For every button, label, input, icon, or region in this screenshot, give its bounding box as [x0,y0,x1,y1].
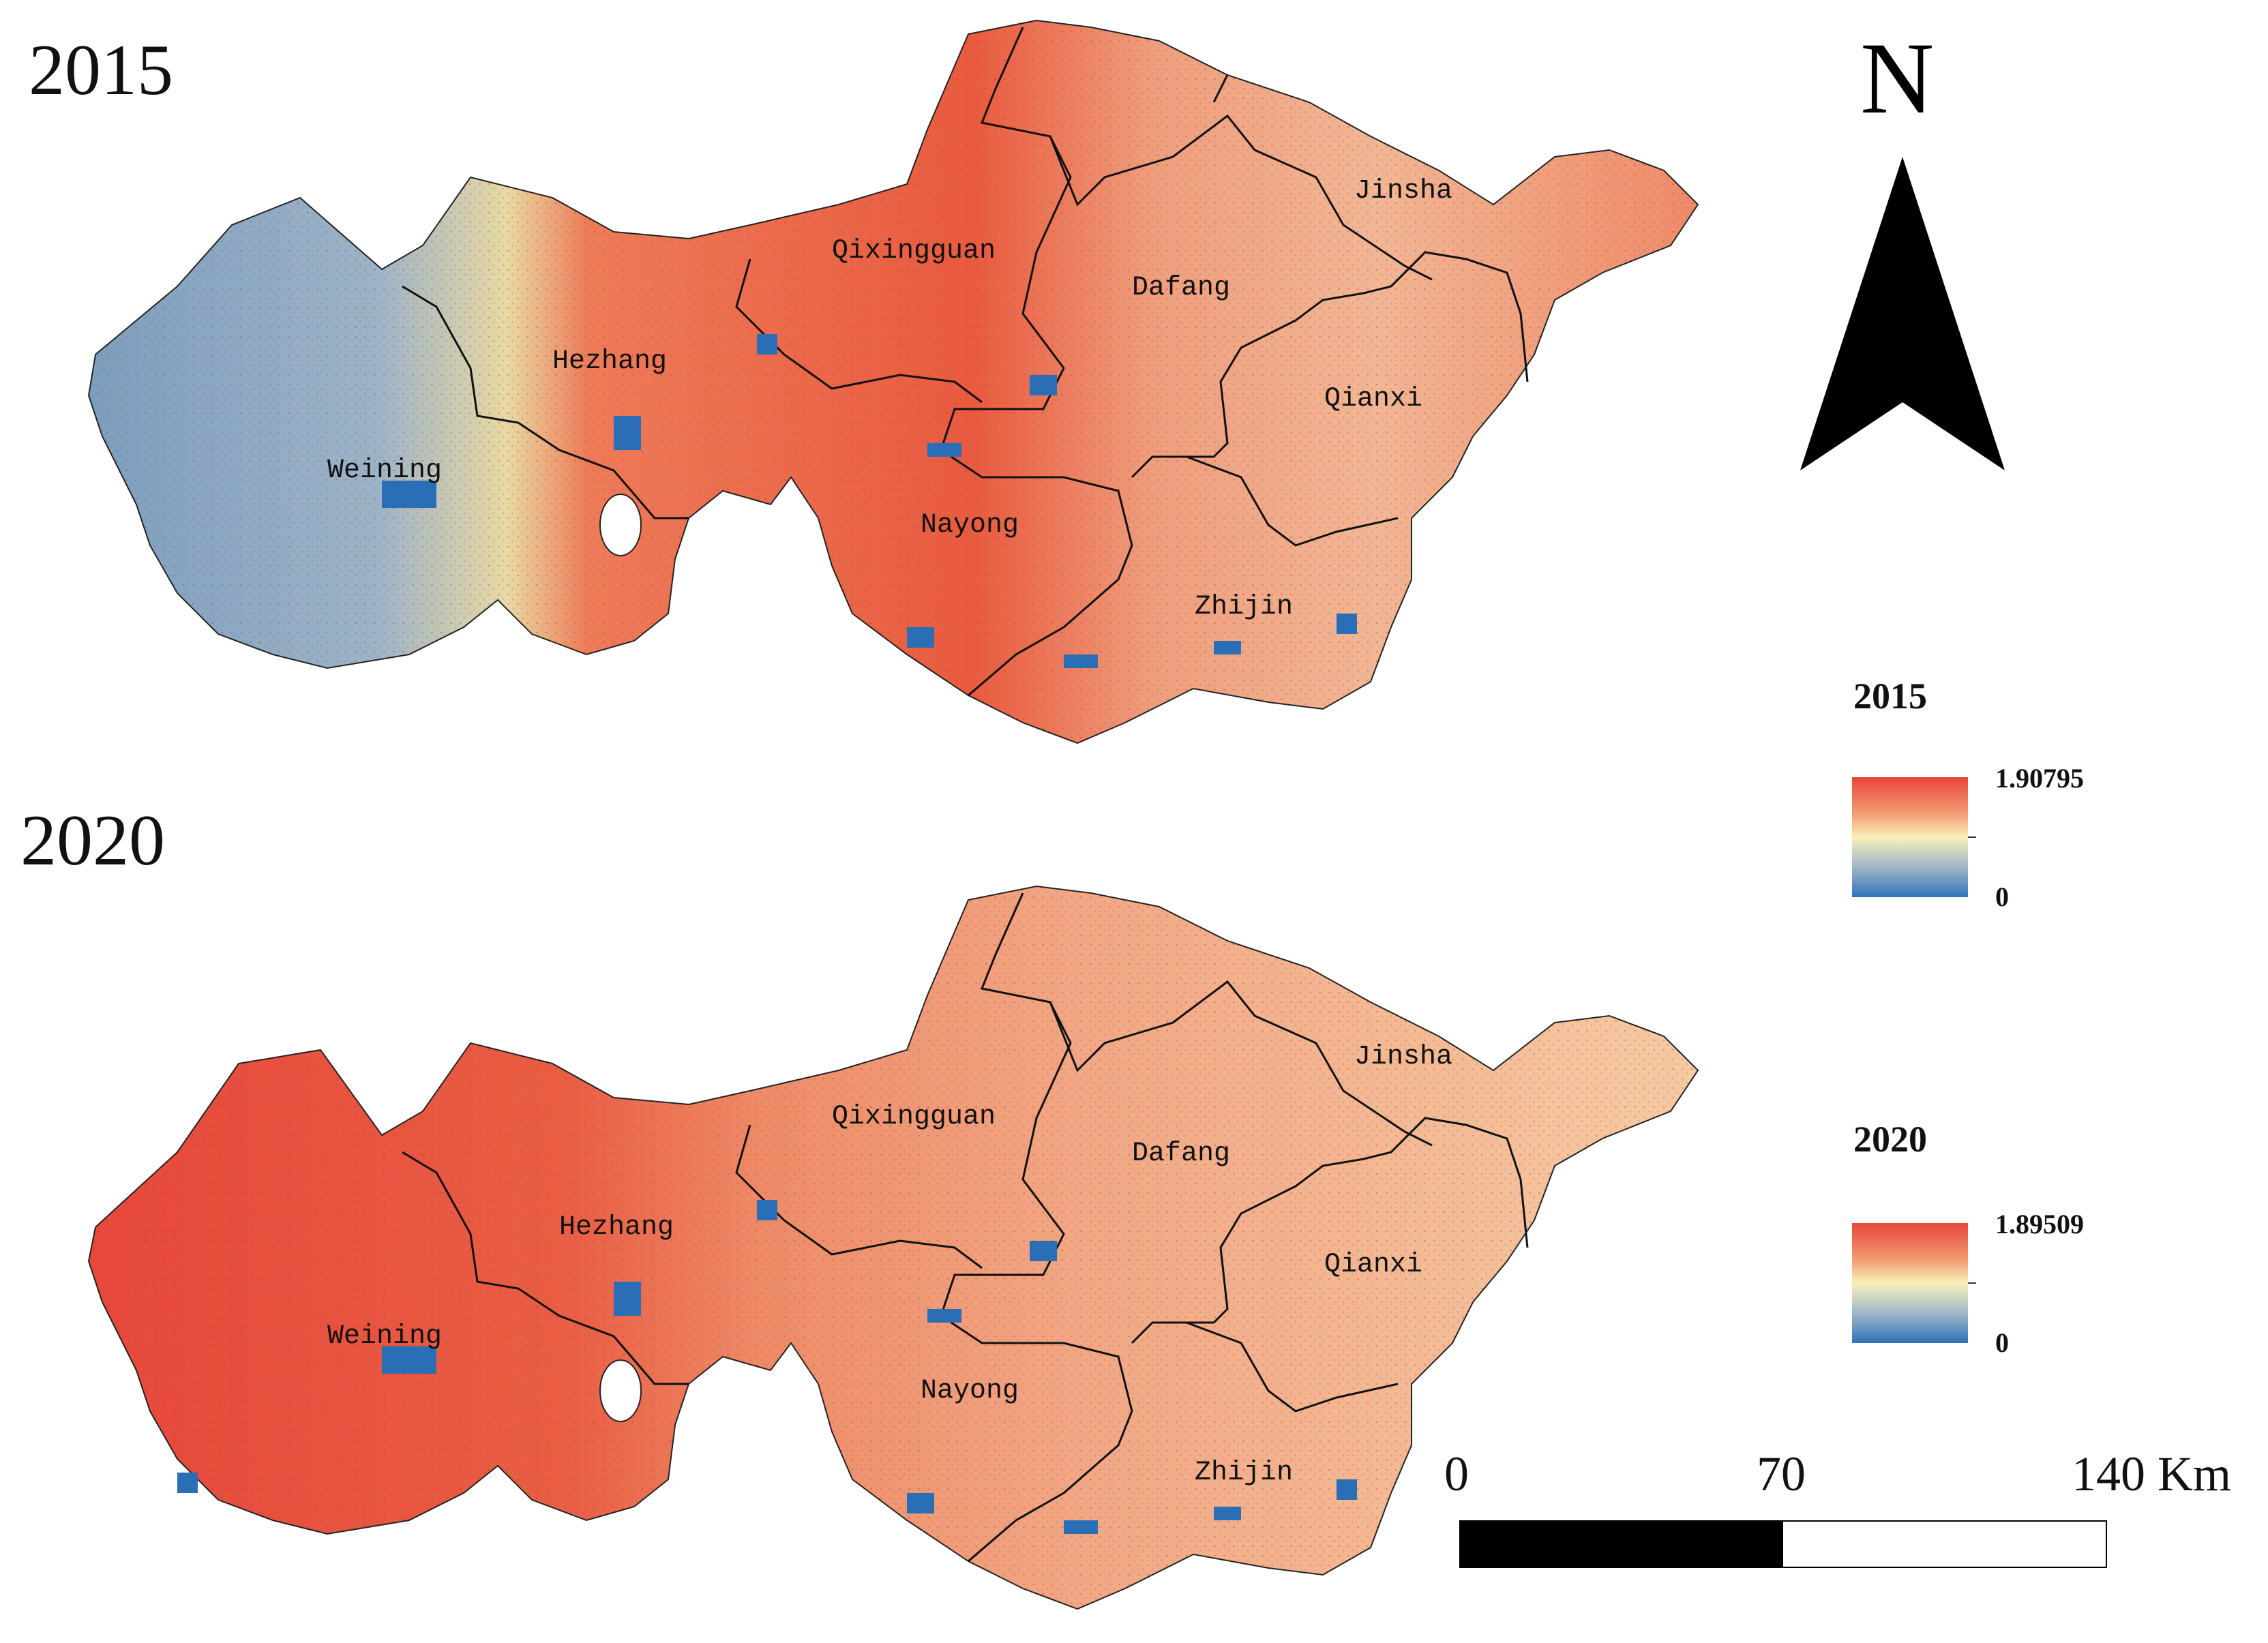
legend-min-2015: 0 [1995,881,2009,912]
label-qianxi-2015: Qianxi [1324,384,1422,414]
label-nayong-2015: Nayong [921,510,1019,541]
legend-tick-2015-mid [1968,836,1976,838]
legend-ramp-2020 [1852,1223,1968,1343]
legend-title-2015: 2015 [1853,676,1927,717]
label-qianxi-2020: Qianxi [1324,1250,1422,1280]
label-dafang-2020: Dafang [1132,1139,1230,1169]
label-zhijin-2020: Zhijin [1195,1458,1293,1488]
map-2015: Weining Hezhang Qixingguan Dafang Jinsha… [87,19,1699,744]
district-labels-2020: Weining Hezhang Qixingguan Dafang Jinsha… [327,1042,1452,1488]
map-2020: Weining Hezhang Qixingguan Dafang Jinsha… [87,885,1699,1610]
label-nayong-2020: Nayong [921,1376,1019,1406]
label-jinsha-2020: Jinsha [1354,1042,1452,1072]
north-arrow-icon [1800,157,2005,470]
water-bodies-2015 [382,334,1357,668]
label-qixingguan-2015: Qixingguan [832,236,996,267]
label-weining-2020: Weining [327,1321,442,1352]
label-zhijin-2015: Zhijin [1195,592,1293,622]
legend-max-2020: 1.89509 [1995,1209,2084,1239]
map-title-2020: 2020 [20,800,165,880]
label-hezhang-2020: Hezhang [559,1212,674,1243]
scale-label-140: 140 Km [2072,1447,2231,1501]
legend-title-2020: 2020 [1853,1119,1927,1160]
map-title-2015: 2015 [29,30,173,110]
district-boundaries-2020 [402,892,1529,1563]
district-boundaries-2015 [402,27,1529,697]
district-labels-2015: Weining Hezhang Qixingguan Dafang Jinsha… [327,176,1452,622]
legend-min-2020: 0 [1995,1327,2009,1358]
label-jinsha-2015: Jinsha [1354,176,1452,207]
scale-bar [1459,1520,2107,1568]
label-dafang-2015: Dafang [1132,273,1230,303]
label-qixingguan-2020: Qixingguan [832,1102,996,1132]
water-bodies-2020 [177,1200,1357,1534]
legend-max-2015: 1.90795 [1995,763,2084,794]
north-arrow-label: N [1860,22,1935,135]
scale-label-0: 0 [1444,1447,1469,1501]
legend-tick-2020-mid [1968,1282,1976,1284]
label-hezhang-2015: Hezhang [552,346,667,377]
label-weining-2015: Weining [327,455,442,486]
scale-bar-filled-segment [1461,1522,1783,1567]
legend-ramp-2015 [1852,777,1968,897]
scale-label-70: 70 [1757,1447,1806,1501]
